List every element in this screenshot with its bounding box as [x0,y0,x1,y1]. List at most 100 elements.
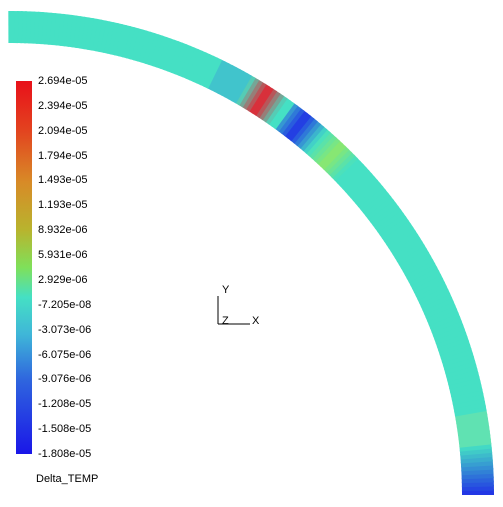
ring-segment [435,331,468,348]
ring-segment [342,166,370,193]
ring-segment [344,169,373,196]
ring-segment [438,339,471,356]
ring-segment [352,179,381,205]
legend-tick-label: -1.508e-05 [38,423,92,436]
ring-segment [238,77,260,108]
ring-segment [314,137,341,165]
ring-segment [311,134,337,162]
ring-segment [287,112,312,142]
legend-colorbar [16,81,32,454]
ring-segment [429,316,462,334]
legend-tick-label: 1.794e-05 [38,149,88,162]
ring-segment [398,247,430,269]
ring-segment [400,251,432,273]
ring-segment [113,23,128,57]
ring-segment [317,139,344,168]
ring-segment [372,205,402,230]
ring-segment [196,53,215,86]
legend-tick-label: 1.193e-05 [38,199,88,212]
ring-segment [374,209,405,233]
legend-title: Delta_TEMP [36,473,99,485]
ring-segment [319,142,347,170]
ring-segment [210,61,230,93]
ring-segment [436,335,469,352]
ring-segment [302,125,328,154]
ring-segment [181,47,200,79]
legend-tick-label: 5.931e-06 [38,249,88,262]
ring-segment [328,151,356,179]
legend-ticks: 2.694e-05 2.394e-05 2.094e-05 1.794e-05 1.49… [38,75,108,460]
ring-segment [362,192,392,217]
ring-segment [155,36,172,69]
ring-segment [136,30,152,63]
ring-segment [360,189,389,214]
ring-segment [410,270,442,290]
ring-segment [402,255,434,276]
axis-y-label: Y [222,284,230,296]
ring-segment [439,343,472,360]
ring-segment [151,35,168,68]
ring-segment [296,120,322,149]
ring-segment [254,88,278,119]
legend-tick-label: 2.694e-05 [38,75,88,87]
ring-segment [261,92,285,123]
ring-segment [350,176,379,202]
ring-segment [258,90,281,121]
ring-segment [420,292,453,312]
ring-segment [299,123,325,152]
ring-segment [166,41,184,74]
ring-segment [248,83,271,114]
ring-segment [383,222,414,246]
ring-segment [367,199,397,223]
ring-segment [423,300,456,319]
legend-tick-label: 2.394e-05 [38,99,88,112]
ring-segment [159,38,176,71]
ring-segment [426,308,459,326]
ring-segment [355,182,384,208]
ring-segment [227,70,249,102]
ring-segment [293,117,318,147]
ring-segment [206,59,226,91]
axis-x-label: X [252,315,260,327]
ring-segment [431,319,464,337]
ring-segment [188,50,207,83]
ring-segment [336,160,364,187]
ring-segment [251,85,274,116]
ring-segment [406,262,438,283]
ring-segment [163,39,180,72]
legend-tick-label: 1.493e-05 [38,174,88,187]
ring-segment [432,323,465,341]
ring-segment [170,42,188,75]
legend-tick-label: 2.929e-06 [38,273,88,286]
legend-tick-label: 8.932e-06 [38,224,88,237]
ring-segment [125,27,140,60]
legend-tick-label: 2.094e-05 [38,124,88,137]
ring-segment [129,28,144,61]
ring-segment [177,45,196,78]
ring-segment [234,75,256,106]
legend-tick-label: -1.208e-05 [38,398,92,411]
ring-segment [379,216,409,239]
ring-segment [185,48,203,81]
ring-segment [274,102,298,132]
ring-segment [408,266,440,287]
ring-segment [133,29,148,62]
ring-segment [241,79,263,110]
ring-segment [365,195,394,220]
ring-segment [339,163,367,190]
ring-segment [415,281,447,301]
ring-segment [381,219,412,243]
ring-segment [280,107,305,137]
ring-segment [425,304,458,323]
ring-segment [308,131,334,160]
legend-tick-label: -3.073e-06 [38,323,92,336]
ring-segment [121,26,136,59]
ring-segment [347,173,376,199]
ring-segment [174,44,192,76]
ring-segment [357,185,387,211]
ring-segment [334,157,362,184]
ring-segment [422,296,454,315]
axis-triad: Y Z X [217,284,260,327]
axis-z-label: Z [222,315,229,327]
